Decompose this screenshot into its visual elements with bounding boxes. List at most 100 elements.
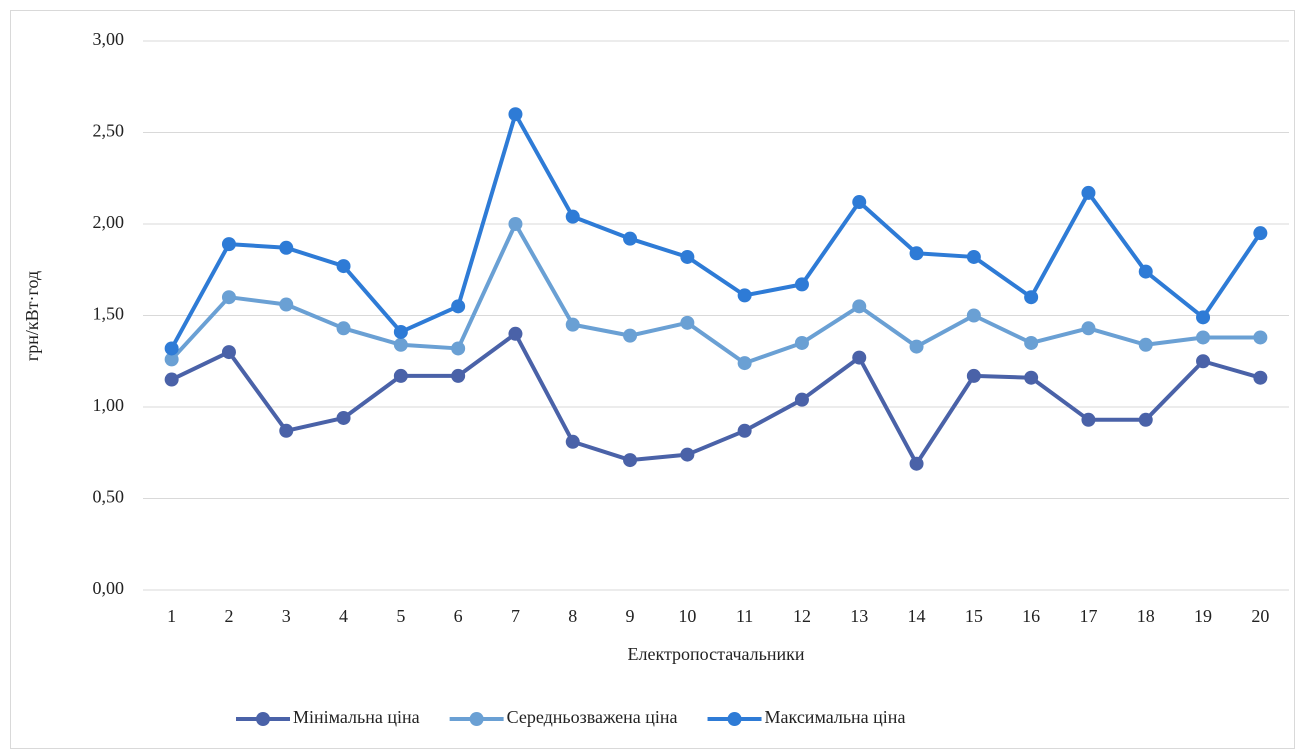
data-point — [164, 372, 179, 387]
x-tick-label: 16 — [1022, 606, 1040, 626]
data-point — [1138, 264, 1153, 279]
x-tick-label: 1 — [167, 606, 176, 626]
x-tick-label: 3 — [282, 606, 291, 626]
data-point — [852, 350, 867, 365]
legend-marker — [469, 712, 484, 726]
data-point — [221, 237, 236, 252]
data-point — [623, 453, 638, 468]
data-point — [279, 423, 294, 438]
data-point — [680, 249, 695, 264]
data-point — [565, 209, 580, 224]
data-point — [336, 259, 351, 274]
data-point — [279, 240, 294, 255]
x-tick-label: 18 — [1137, 606, 1155, 626]
data-point — [393, 368, 408, 383]
y-axis-label: грн/кВт·год — [22, 271, 42, 361]
x-tick-label: 15 — [965, 606, 983, 626]
x-tick-label: 13 — [850, 606, 868, 626]
data-point — [336, 321, 351, 336]
data-point — [1081, 412, 1096, 427]
data-point — [221, 290, 236, 305]
y-tick-label: 2,00 — [93, 212, 125, 232]
data-point — [508, 326, 523, 341]
data-point — [737, 423, 752, 438]
data-point — [1253, 370, 1268, 385]
x-tick-label: 9 — [626, 606, 635, 626]
data-point — [508, 217, 523, 231]
data-point — [1024, 290, 1039, 305]
data-point — [336, 410, 351, 425]
data-point — [794, 392, 809, 407]
data-point — [1253, 226, 1268, 241]
y-tick-label: 2,50 — [93, 121, 125, 141]
legend-marker — [727, 712, 742, 726]
x-tick-label: 11 — [736, 606, 753, 626]
data-point — [794, 335, 809, 350]
y-tick-label: 1,00 — [93, 395, 125, 415]
x-tick-label: 7 — [511, 606, 520, 626]
legend-label: Середньозважена ціна — [507, 707, 678, 727]
x-tick-label: 19 — [1194, 606, 1212, 626]
chart-border — [10, 10, 1295, 749]
series-line — [170, 331, 1261, 466]
legend-marker — [256, 712, 270, 726]
data-point — [451, 299, 466, 314]
y-tick-label: 0,50 — [93, 487, 125, 507]
data-point — [909, 456, 924, 471]
data-point — [1081, 185, 1096, 200]
data-point — [565, 434, 580, 449]
x-tick-label: 5 — [396, 606, 405, 626]
y-tick-label: 1,50 — [93, 304, 125, 324]
data-point — [393, 324, 408, 339]
x-tick-label: 10 — [678, 606, 696, 626]
data-point — [852, 299, 867, 314]
data-point — [623, 231, 638, 246]
data-point — [1024, 370, 1039, 385]
data-point — [909, 339, 924, 354]
x-tick-label: 4 — [339, 606, 348, 626]
x-tick-label: 8 — [568, 606, 577, 626]
x-tick-label: 17 — [1079, 606, 1097, 626]
data-point — [737, 288, 752, 303]
series-line — [170, 222, 1261, 366]
data-point — [221, 345, 236, 360]
data-point — [966, 249, 981, 264]
data-point — [1081, 321, 1096, 336]
data-point — [852, 195, 867, 210]
x-tick-label: 2 — [224, 606, 233, 626]
data-point — [966, 368, 981, 383]
data-point — [794, 277, 809, 292]
x-tick-label: 12 — [793, 606, 811, 626]
data-point — [1138, 337, 1153, 352]
x-tick-label: 20 — [1251, 606, 1269, 626]
x-axis-label: Електропостачальники — [627, 644, 804, 664]
data-point — [1253, 330, 1268, 345]
data-point — [909, 246, 924, 261]
series-line — [169, 112, 1263, 350]
legend-label: Мінімальна ціна — [293, 707, 420, 727]
data-point — [164, 341, 179, 356]
data-point — [279, 297, 294, 312]
data-point — [565, 317, 580, 332]
data-point — [1138, 412, 1153, 427]
data-point — [1196, 354, 1211, 369]
data-point — [737, 356, 752, 371]
data-point — [1196, 330, 1211, 345]
data-point — [680, 447, 695, 462]
data-point — [623, 328, 638, 343]
data-point — [451, 368, 466, 383]
data-point — [1024, 335, 1039, 350]
x-tick-label: 6 — [454, 606, 463, 626]
legend-label: Максимальна ціна — [765, 707, 906, 727]
data-point — [393, 337, 408, 352]
data-point — [966, 308, 981, 323]
data-point — [508, 107, 523, 122]
data-point — [164, 352, 179, 367]
x-tick-label: 14 — [908, 606, 926, 626]
y-tick-label: 0,00 — [93, 578, 125, 598]
data-point — [680, 315, 695, 330]
data-point — [451, 341, 466, 356]
y-tick-label: 3,00 — [93, 29, 125, 49]
data-point — [1196, 310, 1211, 325]
